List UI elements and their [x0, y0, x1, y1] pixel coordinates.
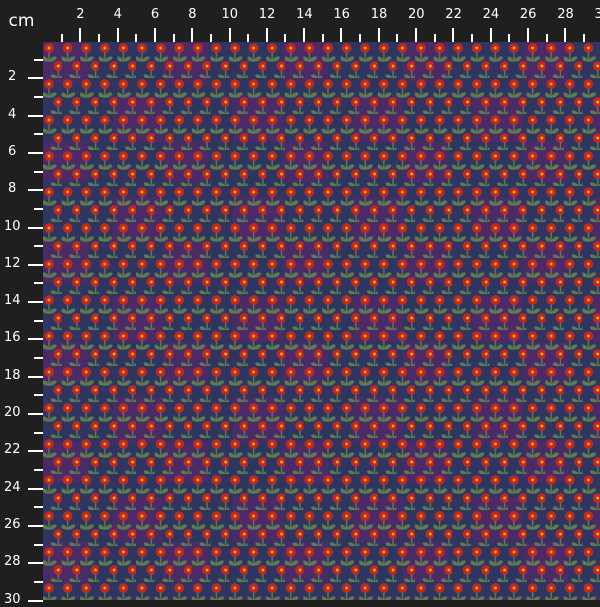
- left-ruler-tick: [34, 394, 43, 396]
- top-ruler-label: 14: [296, 7, 313, 22]
- left-ruler-tick: [34, 320, 43, 322]
- left-ruler-label: 14: [4, 293, 21, 308]
- left-ruler-label: 2: [8, 69, 16, 84]
- left-ruler-label: 28: [4, 554, 21, 569]
- top-ruler-tick: [564, 28, 566, 42]
- top-ruler-tick: [583, 34, 585, 42]
- left-ruler-label: 30: [4, 592, 21, 607]
- left-ruler-tick: [28, 525, 43, 527]
- left-ruler-tick: [34, 208, 43, 210]
- left-ruler-tick: [28, 450, 43, 452]
- left-ruler-label: 18: [4, 368, 21, 383]
- left-ruler-tick: [28, 413, 43, 415]
- left-ruler-tick: [34, 544, 43, 546]
- left-ruler-label: 16: [4, 330, 21, 345]
- left-ruler-tick: [28, 562, 43, 564]
- left-ruler-tick: [28, 227, 43, 229]
- left-ruler-label: 6: [8, 144, 16, 159]
- left-ruler-tick: [28, 338, 43, 340]
- top-ruler-tick: [79, 28, 81, 42]
- left-ruler-tick: [28, 115, 43, 117]
- top-ruler-tick: [359, 34, 361, 42]
- top-ruler-tick: [154, 28, 156, 42]
- top-ruler-label: 30: [595, 7, 600, 22]
- left-ruler-tick: [28, 376, 43, 378]
- flower-print: [43, 42, 600, 600]
- top-ruler-tick: [210, 34, 212, 42]
- top-ruler-tick: [508, 34, 510, 42]
- left-ruler-tick: [34, 469, 43, 471]
- left-ruler-tick: [28, 152, 43, 154]
- top-ruler-tick: [452, 28, 454, 42]
- left-ruler-tick: [28, 264, 43, 266]
- left-ruler-tick: [34, 357, 43, 359]
- top-ruler-tick: [378, 28, 380, 42]
- top-ruler-tick: [191, 28, 193, 42]
- left-ruler-label: 24: [4, 480, 21, 495]
- unit-label: cm: [0, 0, 43, 42]
- top-ruler-tick: [229, 28, 231, 42]
- left-ruler-label: 4: [8, 107, 16, 122]
- left-ruler-tick: [34, 171, 43, 173]
- top-ruler-label: 22: [445, 7, 462, 22]
- left-ruler-tick: [28, 301, 43, 303]
- left-ruler-label: 26: [4, 517, 21, 532]
- top-ruler-tick: [266, 28, 268, 42]
- left-ruler-tick: [28, 189, 43, 191]
- left-ruler-label: 12: [4, 256, 21, 271]
- left-ruler-tick: [28, 77, 43, 79]
- left-ruler-label: 22: [4, 442, 21, 457]
- top-ruler-tick: [135, 34, 137, 42]
- left-ruler-tick: [34, 59, 43, 61]
- left-ruler-label: 20: [4, 405, 21, 420]
- top-ruler-label: 26: [520, 7, 537, 22]
- left-ruler-tick: [34, 581, 43, 583]
- top-ruler-label: 28: [557, 7, 574, 22]
- left-ruler-tick: [34, 282, 43, 284]
- top-ruler-tick: [434, 34, 436, 42]
- top-ruler-tick: [322, 34, 324, 42]
- left-ruler-tick: [34, 506, 43, 508]
- top-ruler-tick: [247, 34, 249, 42]
- top-ruler-tick: [117, 28, 119, 42]
- top-ruler-tick: [173, 34, 175, 42]
- left-ruler-tick: [28, 488, 43, 490]
- top-ruler-label: 18: [371, 7, 388, 22]
- top-ruler-tick: [303, 28, 305, 42]
- top-ruler-tick: [471, 34, 473, 42]
- top-ruler-tick: [546, 34, 548, 42]
- top-ruler-label: 16: [333, 7, 350, 22]
- top-ruler-label: 2: [76, 7, 84, 22]
- top-ruler-tick: [340, 28, 342, 42]
- top-ruler-label: 10: [222, 7, 239, 22]
- top-ruler-label: 8: [188, 7, 196, 22]
- fabric-swatch: [43, 42, 600, 600]
- top-ruler-tick: [396, 34, 398, 42]
- top-ruler-label: 12: [259, 7, 276, 22]
- top-ruler-tick: [490, 28, 492, 42]
- left-ruler-label: 10: [4, 219, 21, 234]
- left-ruler-tick: [34, 133, 43, 135]
- left-ruler-tick: [34, 432, 43, 434]
- top-ruler-tick: [415, 28, 417, 42]
- top-ruler-tick: [61, 34, 63, 42]
- top-ruler-tick: [527, 28, 529, 42]
- left-ruler-tick: [34, 245, 43, 247]
- left-ruler-label: 8: [8, 181, 16, 196]
- top-ruler-label: 24: [483, 7, 500, 22]
- left-ruler-tick: [34, 96, 43, 98]
- top-ruler-label: 6: [151, 7, 159, 22]
- top-ruler-tick: [284, 34, 286, 42]
- top-ruler-label: 4: [114, 7, 122, 22]
- top-ruler-label: 20: [408, 7, 425, 22]
- top-ruler-tick: [98, 34, 100, 42]
